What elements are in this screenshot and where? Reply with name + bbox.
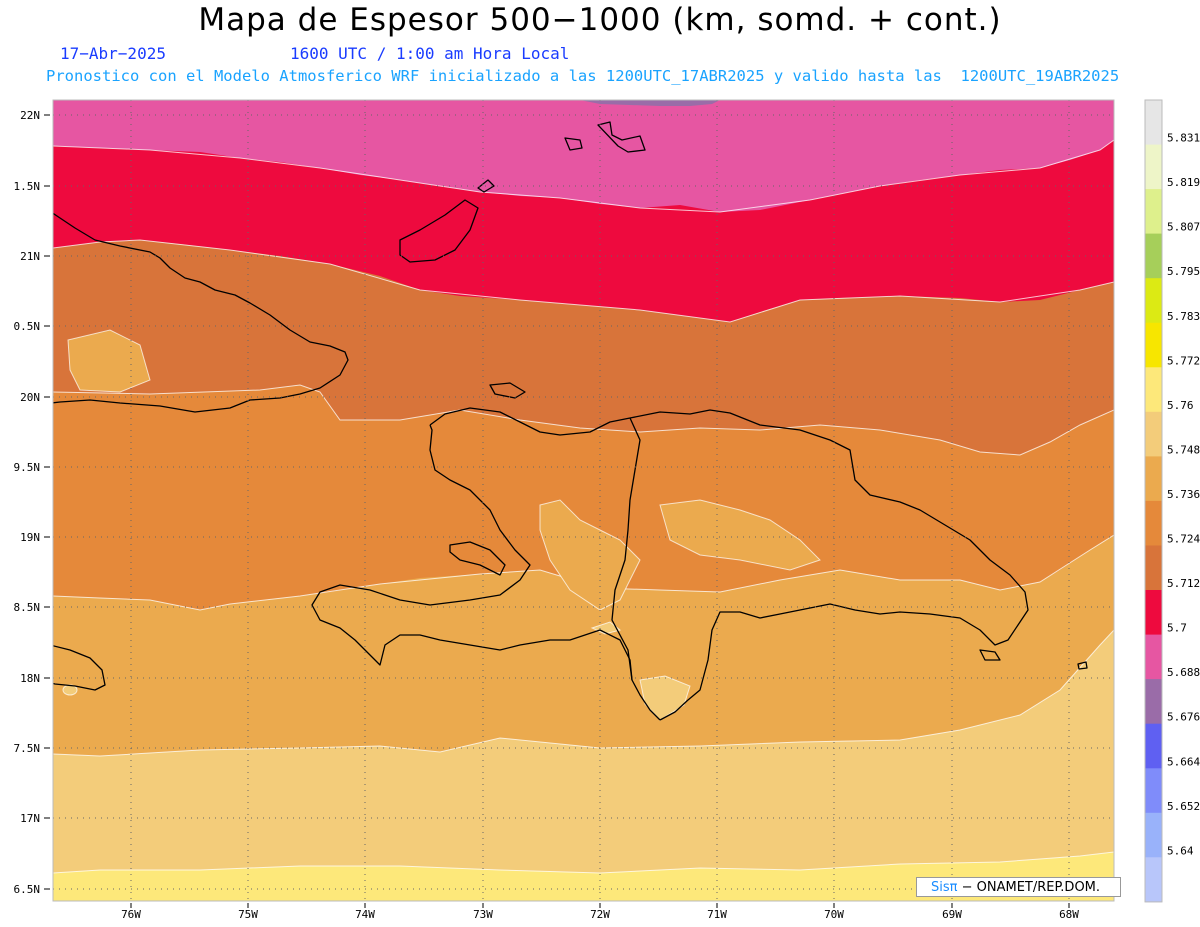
haiti-border bbox=[611, 417, 641, 681]
coastlines bbox=[53, 121, 1088, 721]
lat-tick-label: 17N bbox=[20, 812, 40, 825]
lon-tick-label: 72W bbox=[590, 908, 610, 921]
colorbar bbox=[1144, 99, 1163, 903]
lon-tick-label: 75W bbox=[238, 908, 258, 921]
colorbar-swatch bbox=[1145, 545, 1162, 591]
hispaniola-west bbox=[311, 424, 661, 721]
colorbar-swatch bbox=[1145, 679, 1162, 725]
band-pink bbox=[53, 100, 1114, 212]
inland-patches bbox=[67, 329, 821, 611]
thickness-contours bbox=[53, 139, 1114, 874]
longitude-axis: 76W 75W 74W 73W 72W 71W 70W 69W 68W bbox=[121, 908, 1079, 921]
caicos-islands bbox=[597, 121, 646, 153]
colorbar-label: 5.748 bbox=[1167, 443, 1200, 456]
jamaica-coast bbox=[53, 645, 106, 691]
colorbar-label: 5.724 bbox=[1167, 533, 1200, 546]
colorbar-label: 5.807 bbox=[1167, 221, 1200, 234]
plot-frame bbox=[52, 99, 1115, 902]
colorbar-swatch bbox=[1145, 278, 1162, 324]
map-title: Mapa de Espesor 500−1000 (km, somd. + co… bbox=[198, 2, 1002, 38]
lat-tick-label: 6.5N bbox=[14, 883, 41, 896]
mona-island bbox=[1077, 661, 1088, 670]
lon-tick-label: 73W bbox=[473, 908, 493, 921]
lat-tick-label: 9.5N bbox=[14, 461, 41, 474]
lat-tick-label: 20N bbox=[20, 391, 40, 404]
colorbar-label: 5.688 bbox=[1167, 666, 1200, 679]
colorbar-label: 5.652 bbox=[1167, 800, 1200, 813]
lat-tick-label: 1.5N bbox=[14, 180, 41, 193]
lat-tick-label: 21N bbox=[20, 250, 40, 263]
forecast-description: Pronostico con el Modelo Atmosferico WRF… bbox=[46, 67, 1120, 85]
lat-tick-label: 8.5N bbox=[14, 601, 41, 614]
cuba-coast bbox=[53, 212, 349, 413]
colorbar-swatch bbox=[1145, 411, 1162, 457]
colorbar-swatch bbox=[1145, 634, 1162, 680]
credit-org: − ONAMET/REP.DOM. bbox=[961, 880, 1101, 895]
colorbar-swatch bbox=[1145, 367, 1162, 413]
colorbar-label: 5.712 bbox=[1167, 577, 1200, 590]
latitude-axis: 22N 1.5N 21N 0.5N 20N 9.5N 19N 8.5N 18N … bbox=[14, 109, 41, 896]
inagua-island bbox=[399, 199, 479, 263]
colorbar-swatch bbox=[1145, 233, 1162, 279]
colorbar-label: 5.772 bbox=[1167, 354, 1200, 367]
colorbar-frame bbox=[1144, 99, 1163, 903]
lon-tick-label: 76W bbox=[121, 908, 141, 921]
colorbar-swatch bbox=[1145, 768, 1162, 814]
colorbar-label: 5.7 bbox=[1167, 622, 1187, 635]
lat-tick-label: 7.5N bbox=[14, 742, 41, 755]
colorbar-swatch bbox=[1145, 189, 1162, 235]
lon-tick-label: 74W bbox=[355, 908, 375, 921]
hispaniola-north bbox=[429, 407, 1029, 721]
colorbar-swatch bbox=[1145, 857, 1162, 903]
gonave-island bbox=[449, 541, 506, 576]
colorbar-label: 5.831 bbox=[1167, 132, 1200, 145]
colorbar-label: 5.676 bbox=[1167, 711, 1200, 724]
colorbar-label: 5.664 bbox=[1167, 755, 1200, 768]
band-purple bbox=[580, 100, 720, 106]
tortuga-island bbox=[489, 382, 526, 399]
lon-tick-label: 71W bbox=[707, 908, 727, 921]
lat-tick-label: 0.5N bbox=[14, 320, 41, 333]
small-key bbox=[477, 179, 495, 193]
colorbar-swatch bbox=[1145, 812, 1162, 858]
colorbar-swatch bbox=[1145, 500, 1162, 546]
lat-tick-label: 19N bbox=[20, 531, 40, 544]
colorbar-label: 5.64 bbox=[1167, 844, 1194, 857]
longitude-ticks bbox=[130, 903, 1070, 908]
lon-tick-label: 70W bbox=[824, 908, 844, 921]
thickness-shading bbox=[53, 100, 1114, 901]
colorbar-label: 5.783 bbox=[1167, 310, 1200, 323]
lon-tick-label: 68W bbox=[1059, 908, 1079, 921]
lat-tick-label: 22N bbox=[20, 109, 40, 122]
sispi-logo-text: Sisπ bbox=[931, 880, 958, 895]
colorbar-label: 5.819 bbox=[1167, 176, 1200, 189]
colorbar-label: 5.736 bbox=[1167, 488, 1200, 501]
colorbar-label: 5.795 bbox=[1167, 265, 1200, 278]
colorbar-swatch bbox=[1145, 590, 1162, 635]
lon-tick-label: 69W bbox=[942, 908, 962, 921]
forecast-time: 1600 UTC / 1:00 am Hora Local bbox=[290, 44, 570, 63]
colorbar-swatch bbox=[1145, 456, 1162, 502]
forecast-date: 17−Abr−2025 bbox=[60, 44, 166, 63]
colorbar-swatch bbox=[1145, 723, 1162, 769]
colorbar-swatch bbox=[1145, 100, 1162, 145]
saona-island bbox=[979, 649, 1001, 661]
colorbar-label: 5.76 bbox=[1167, 399, 1194, 412]
colorbar-swatch bbox=[1145, 322, 1162, 368]
colorbar-swatch bbox=[1145, 144, 1162, 190]
turks-island bbox=[564, 137, 583, 151]
credit-box: Sisπ − ONAMET/REP.DOM. bbox=[916, 877, 1121, 897]
colorbar-labels: 5.831 5.819 5.807 5.795 5.783 5.772 5.76 5.748 5… bbox=[1167, 132, 1200, 858]
latitude-ticks bbox=[44, 114, 50, 890]
lat-tick-label: 18N bbox=[20, 672, 40, 685]
